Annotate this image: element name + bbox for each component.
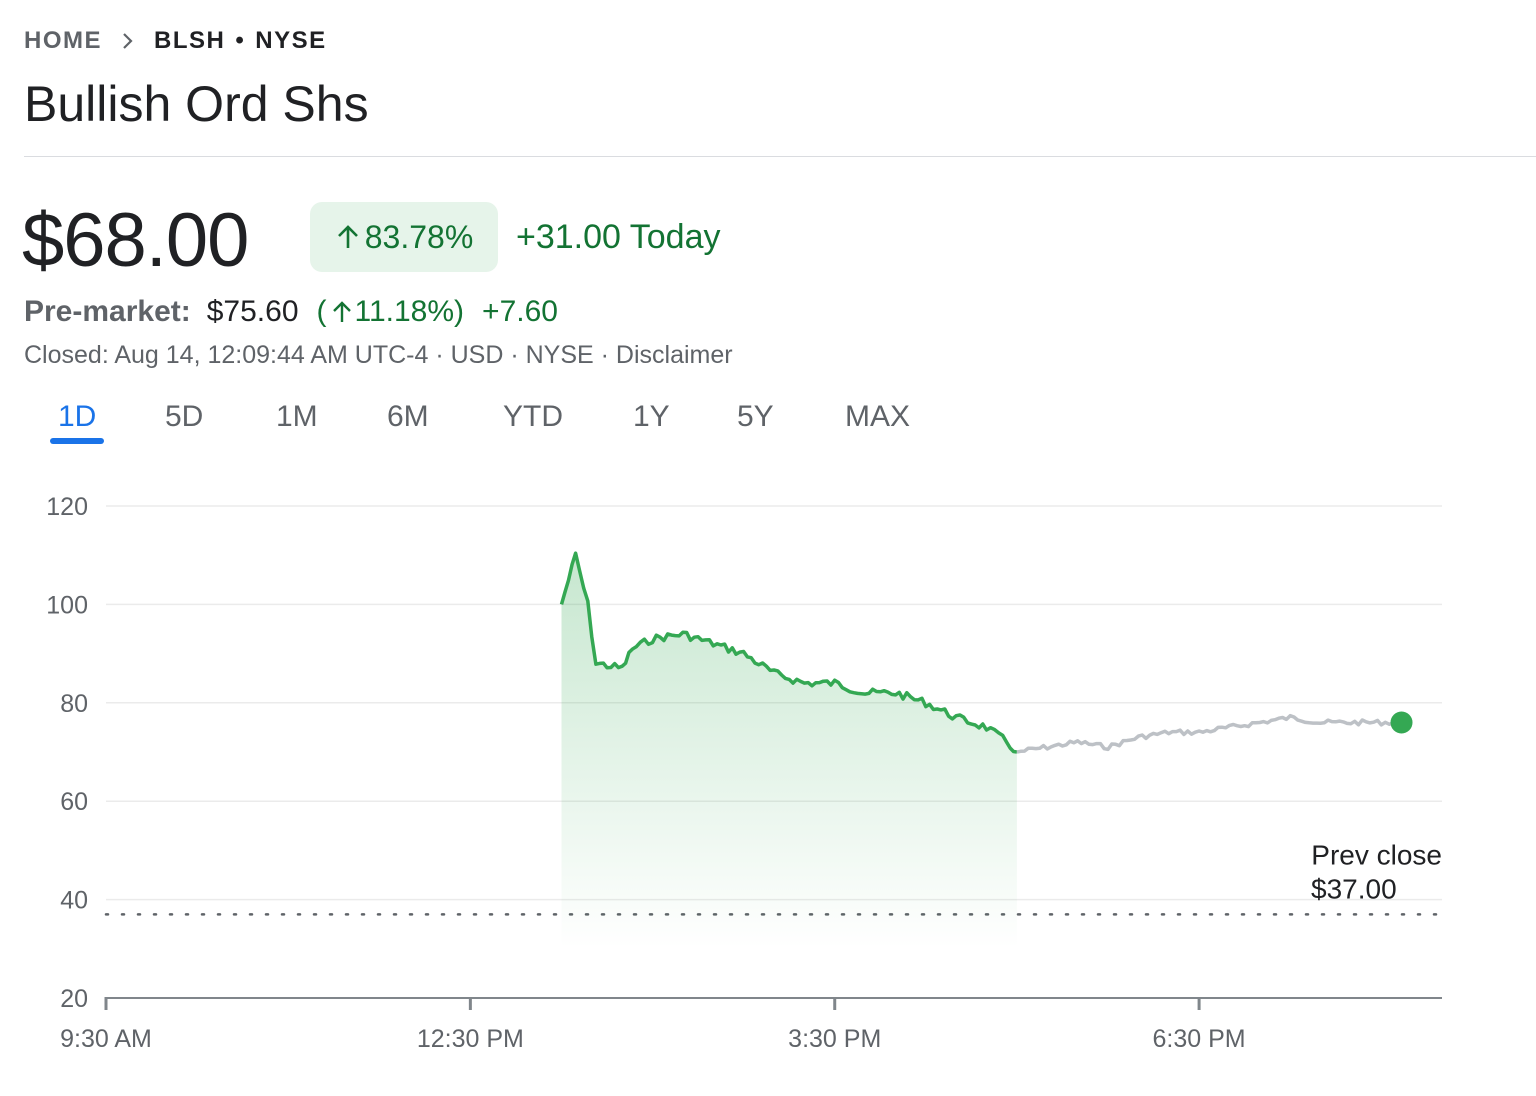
- breadcrumb-home-link[interactable]: HOME: [24, 27, 102, 54]
- tab-1m[interactable]: 1M: [276, 400, 318, 433]
- header-divider: [24, 156, 1536, 157]
- current-price-dot: [1390, 711, 1413, 734]
- y-tick-label: 120: [46, 493, 88, 521]
- tab-1y[interactable]: 1Y: [633, 400, 670, 433]
- y-axis-ticks: 120 100 80 60 40 20: [46, 493, 88, 1013]
- page-title: Bullish Ord Shs: [24, 76, 369, 132]
- tab-6m[interactable]: 6M: [387, 400, 429, 433]
- y-tick-label: 20: [60, 985, 88, 1013]
- y-tick-label: 60: [60, 788, 88, 816]
- arrow-up-icon: [332, 301, 351, 322]
- active-tab-indicator: [50, 438, 104, 444]
- premarket-percent: ( 11.18%): [317, 292, 465, 332]
- market-status-line: Closed: Aug 14, 12:09:44 AM UTC-4 · USD …: [24, 341, 733, 369]
- premarket-row: Pre-market: $75.60 ( 11.18%) +7.60: [24, 292, 558, 332]
- current-price: $68.00: [22, 198, 249, 283]
- change-percent: 83.78%: [364, 218, 474, 255]
- prev-close-value: $37.00: [1311, 873, 1397, 904]
- x-tick-label: 12:30 PM: [417, 1025, 524, 1053]
- tab-max[interactable]: MAX: [845, 400, 911, 433]
- breadcrumb: HOME BLSH • NYSE: [24, 26, 327, 56]
- prev-close-label: Prev close: [1311, 839, 1442, 870]
- tab-ytd[interactable]: YTD: [503, 400, 563, 433]
- x-tick-label: 6:30 PM: [1153, 1025, 1246, 1053]
- today-change: +31.00 Today: [516, 218, 721, 256]
- premarket-percent-value: 11.18%: [354, 295, 455, 328]
- regular-session-line: [559, 551, 1018, 754]
- regular-session-area: [561, 553, 1017, 948]
- x-tick-label: 3:30 PM: [788, 1025, 881, 1053]
- price-chart[interactable]: 120 100 80 60 40 20 Prev close $37.00 9:30 AM…: [0, 470, 1536, 1070]
- breadcrumb-ticker: BLSH: [154, 27, 226, 54]
- premarket-change: +7.60: [482, 295, 558, 328]
- change-percent-badge: 83.78%: [310, 202, 498, 272]
- arrow-up-icon: [337, 225, 358, 248]
- breadcrumb-separator-dot: •: [235, 27, 246, 54]
- chevron-right-icon: [123, 33, 133, 49]
- premarket-label: Pre-market:: [24, 295, 191, 328]
- y-tick-label: 100: [46, 591, 88, 619]
- y-tick-label: 40: [60, 887, 88, 915]
- y-tick-label: 80: [60, 690, 88, 718]
- premarket-price: $75.60: [206, 295, 299, 328]
- x-tick-label: 9:30 AM: [60, 1025, 152, 1053]
- breadcrumb-exchange: NYSE: [255, 27, 327, 54]
- tab-1d[interactable]: 1D: [58, 400, 97, 433]
- after-hours-line: [1016, 713, 1402, 754]
- tab-5d[interactable]: 5D: [165, 400, 204, 433]
- tab-5y[interactable]: 5Y: [737, 400, 774, 433]
- x-axis-ticks: 9:30 AM 12:30 PM 3:30 PM 6:30 PM: [60, 997, 1246, 1053]
